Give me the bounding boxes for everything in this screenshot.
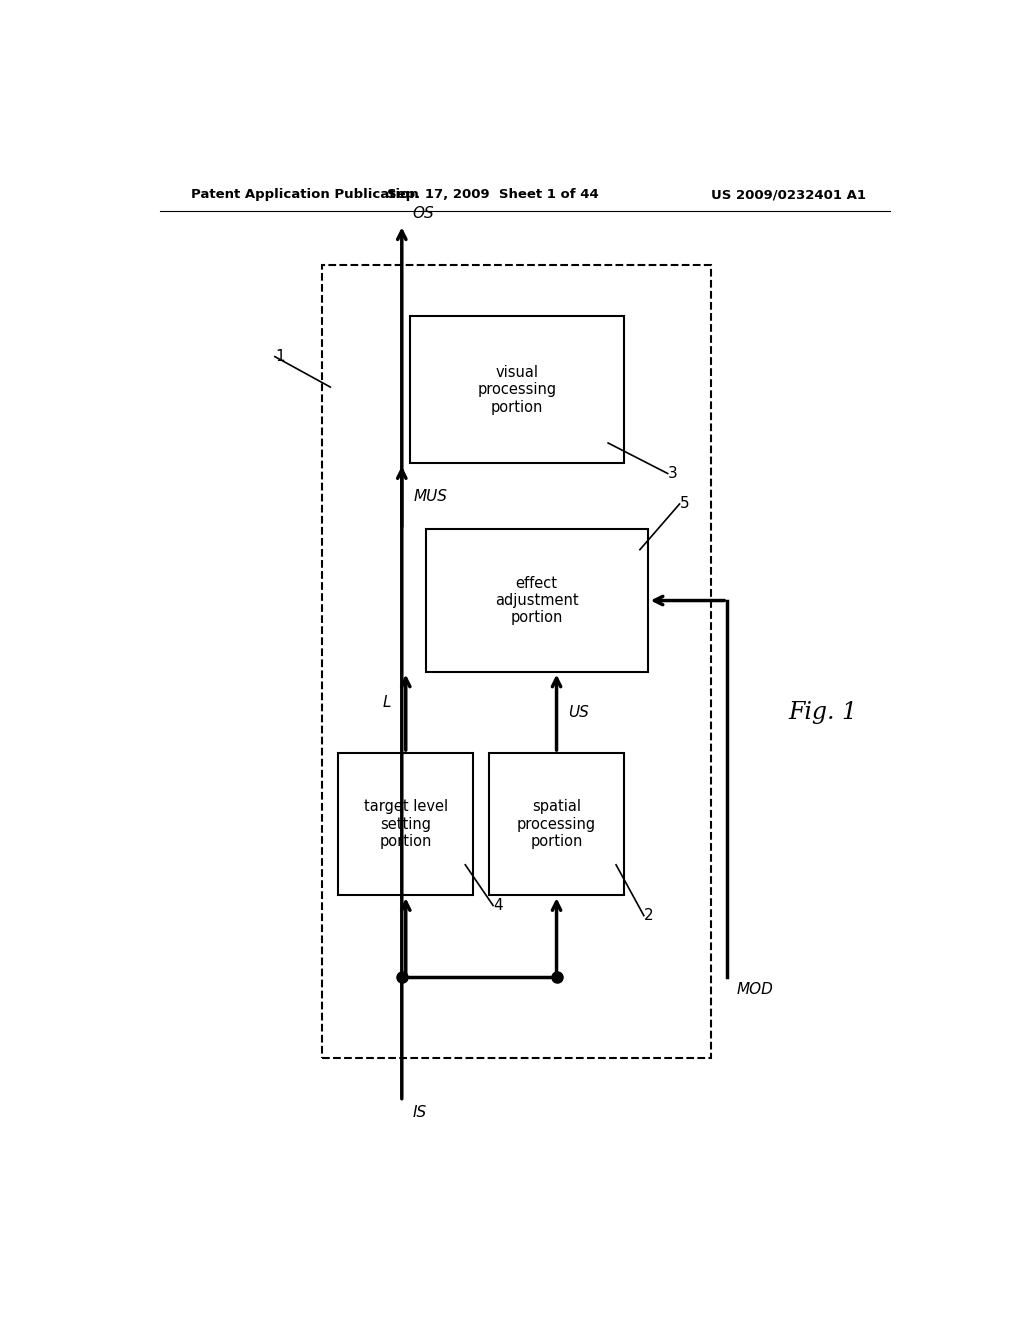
Text: US 2009/0232401 A1: US 2009/0232401 A1 — [711, 189, 866, 202]
Text: 2: 2 — [644, 908, 653, 923]
Text: L: L — [383, 694, 391, 710]
Bar — [410, 315, 624, 463]
Text: OS: OS — [412, 206, 434, 222]
Text: MOD: MOD — [736, 982, 773, 997]
Bar — [489, 752, 624, 895]
Bar — [338, 752, 473, 895]
Text: 4: 4 — [494, 898, 503, 913]
Text: effect
adjustment
portion: effect adjustment portion — [495, 576, 579, 626]
Text: US: US — [568, 705, 589, 719]
Text: spatial
processing
portion: spatial processing portion — [517, 799, 596, 849]
Text: visual
processing
portion: visual processing portion — [477, 364, 556, 414]
Text: Fig. 1: Fig. 1 — [787, 701, 857, 723]
Text: target level
setting
portion: target level setting portion — [364, 799, 447, 849]
Text: IS: IS — [412, 1105, 426, 1119]
Text: MUS: MUS — [414, 488, 447, 504]
Text: 1: 1 — [274, 348, 285, 364]
Text: 5: 5 — [680, 496, 689, 511]
Bar — [323, 265, 712, 1057]
Text: Sep. 17, 2009  Sheet 1 of 44: Sep. 17, 2009 Sheet 1 of 44 — [387, 189, 599, 202]
Text: Patent Application Publication: Patent Application Publication — [191, 189, 419, 202]
Text: 3: 3 — [668, 466, 678, 480]
Bar — [426, 529, 648, 672]
